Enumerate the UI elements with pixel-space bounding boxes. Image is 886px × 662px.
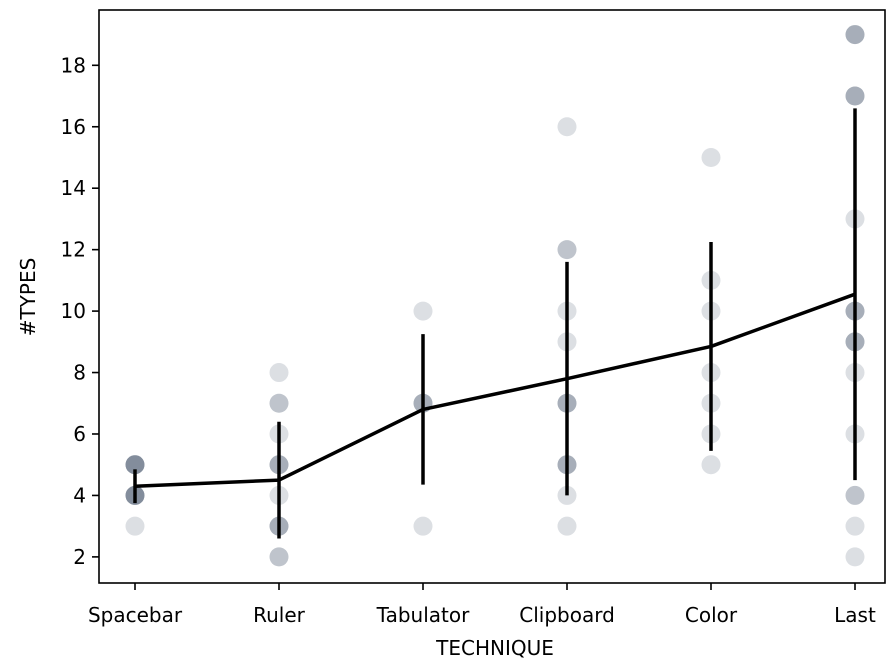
data-point-marker [845,485,865,505]
data-point-marker [557,240,577,260]
y-tick-label: 10 [61,299,86,323]
data-point-marker [125,455,145,475]
y-ticks: 2 4 6 8 10 12 14 16 18 [61,53,99,569]
y-tick-label: 18 [61,53,86,77]
data-point-marker [845,86,865,106]
data-point-marker [413,301,433,321]
data-point-marker [845,25,865,45]
data-point-marker [269,547,289,567]
data-point-marker [269,363,289,383]
mean-line [134,292,856,488]
data-point [125,516,145,536]
data-point-marker [845,25,865,45]
x-tick-label: Tabulator [376,603,470,627]
data-point [413,516,433,536]
data-point-marker [845,516,865,536]
x-tick-label: Ruler [253,603,306,627]
scatter-points [125,25,865,567]
data-point-marker [125,516,145,536]
x-tick-label: Clipboard [519,603,615,627]
x-ticks: Spacebar Ruler Tabulator Clipboard Color Last [88,583,876,627]
plot-frame [98,9,886,584]
data-point [845,485,865,505]
y-tick-label: 2 [73,545,86,569]
data-point [845,516,865,536]
data-point [845,86,865,106]
data-point-marker [557,516,577,536]
y-tick-label: 12 [61,238,86,262]
x-axis-label: TECHNIQUE [435,636,554,660]
data-point [413,301,433,321]
error-bars [133,108,857,539]
data-point-marker [845,485,865,505]
data-point [701,455,721,475]
data-point-marker [125,455,145,475]
data-point-marker [269,393,289,413]
data-point-marker [413,516,433,536]
data-point [701,147,721,167]
data-point-marker [269,393,289,413]
mean-line-path [134,292,856,488]
data-point [845,547,865,567]
data-point [845,25,865,45]
data-point-marker [125,455,145,475]
data-point-marker [701,147,721,167]
y-tick-label: 8 [73,361,86,385]
data-point-marker [845,547,865,567]
data-point-marker [845,86,865,106]
data-point [557,240,577,260]
data-point [269,393,289,413]
data-point [269,363,289,383]
data-point [557,117,577,137]
data-point-marker [269,547,289,567]
data-point-marker [845,86,865,106]
y-tick-label: 4 [73,483,86,507]
data-point-marker [701,455,721,475]
data-point [269,547,289,567]
x-tick-label: Color [685,603,738,627]
y-tick-label: 14 [61,176,86,200]
axes [98,9,886,584]
data-point-marker [125,455,145,475]
data-point-marker [845,25,865,45]
data-point [557,516,577,536]
y-tick-label: 6 [73,422,86,446]
data-point-marker [125,455,145,475]
y-tick-label: 16 [61,115,86,139]
y-axis-label: #TYPES [16,258,40,337]
data-point [125,455,145,475]
data-point-marker [557,117,577,137]
x-tick-label: Spacebar [88,603,183,627]
x-tick-label: Last [834,603,876,627]
data-point-marker [557,240,577,260]
